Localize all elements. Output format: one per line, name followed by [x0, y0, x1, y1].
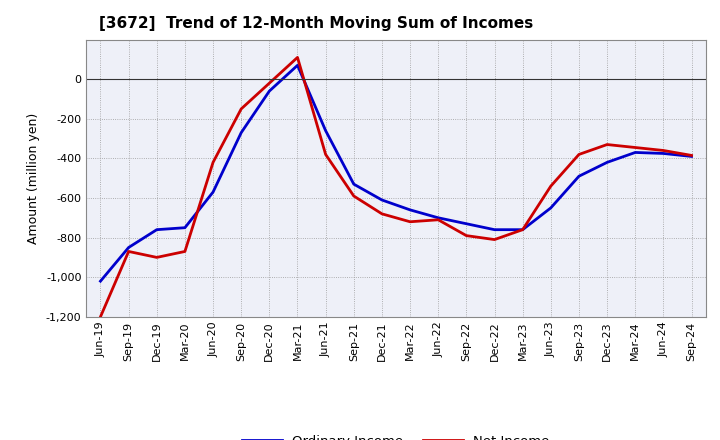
Ordinary Income — [603, 160, 611, 165]
Net Income — [659, 148, 667, 153]
Net Income — [237, 106, 246, 111]
Net Income — [546, 183, 555, 189]
Net Income — [518, 227, 527, 232]
Net Income — [377, 211, 386, 216]
Text: [3672]  Trend of 12-Month Moving Sum of Incomes: [3672] Trend of 12-Month Moving Sum of I… — [99, 16, 533, 32]
Ordinary Income — [377, 197, 386, 202]
Net Income — [209, 160, 217, 165]
Net Income — [349, 193, 358, 198]
Ordinary Income — [575, 173, 583, 179]
Ordinary Income — [96, 279, 105, 284]
Net Income — [293, 55, 302, 60]
Ordinary Income — [237, 130, 246, 136]
Ordinary Income — [293, 62, 302, 68]
Net Income — [434, 217, 443, 222]
Net Income — [462, 233, 471, 238]
Net Income — [96, 314, 105, 319]
Ordinary Income — [631, 150, 639, 155]
Net Income — [575, 152, 583, 157]
Ordinary Income — [209, 189, 217, 194]
Net Income — [490, 237, 499, 242]
Ordinary Income — [153, 227, 161, 232]
Net Income — [603, 142, 611, 147]
Ordinary Income — [406, 207, 415, 213]
Ordinary Income — [181, 225, 189, 231]
Net Income — [406, 219, 415, 224]
Ordinary Income — [349, 181, 358, 187]
Net Income — [125, 249, 133, 254]
Net Income — [631, 145, 639, 150]
Line: Net Income: Net Income — [101, 57, 691, 317]
Y-axis label: Amount (million yen): Amount (million yen) — [27, 113, 40, 244]
Ordinary Income — [546, 205, 555, 210]
Legend: Ordinary Income, Net Income: Ordinary Income, Net Income — [235, 428, 557, 440]
Net Income — [181, 249, 189, 254]
Ordinary Income — [265, 88, 274, 94]
Net Income — [687, 153, 696, 158]
Ordinary Income — [434, 215, 443, 220]
Ordinary Income — [462, 221, 471, 226]
Ordinary Income — [125, 245, 133, 250]
Ordinary Income — [518, 227, 527, 232]
Ordinary Income — [321, 128, 330, 133]
Net Income — [265, 81, 274, 86]
Net Income — [153, 255, 161, 260]
Line: Ordinary Income: Ordinary Income — [101, 65, 691, 281]
Ordinary Income — [490, 227, 499, 232]
Ordinary Income — [659, 151, 667, 156]
Net Income — [321, 152, 330, 157]
Ordinary Income — [687, 154, 696, 159]
